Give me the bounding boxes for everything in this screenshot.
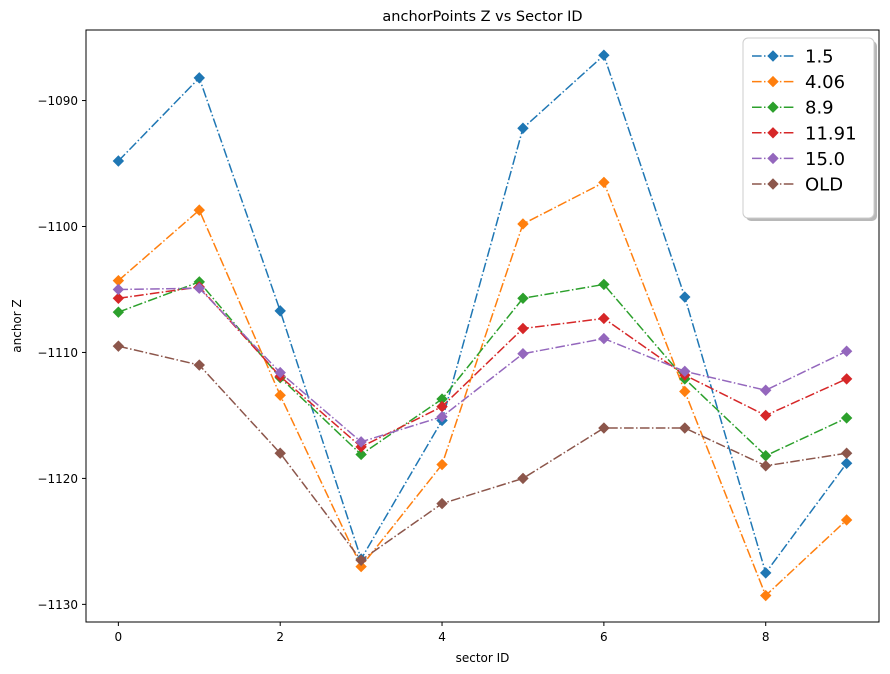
legend-swatch-marker xyxy=(767,152,779,165)
data-point xyxy=(112,340,125,352)
legend-swatch-marker xyxy=(767,50,779,62)
legend-label: 4.06 xyxy=(805,72,845,93)
data-point xyxy=(840,447,853,459)
legend-swatch-marker xyxy=(767,178,779,190)
legend-item: 4.06 xyxy=(752,72,845,93)
data-point xyxy=(193,72,205,84)
chart-title: anchorPoints Z vs Sector ID xyxy=(382,9,582,25)
legend-label: 11.91 xyxy=(805,123,857,144)
series-4.06 xyxy=(112,176,853,602)
series-line xyxy=(118,286,847,448)
legend-swatch-marker xyxy=(767,75,779,88)
data-point xyxy=(517,348,529,360)
x-tick-label: 6 xyxy=(600,630,608,644)
x-axis-label: sector ID xyxy=(456,651,510,665)
y-axis: −1090 −1100 −1110 −1120 −1130 xyxy=(37,94,86,612)
data-point xyxy=(274,389,286,401)
data-point xyxy=(436,497,448,510)
data-point xyxy=(436,410,448,423)
legend-swatch-marker xyxy=(767,101,779,113)
series-line xyxy=(118,281,847,457)
data-point xyxy=(598,422,610,434)
y-axis-label: anchor Z xyxy=(10,299,24,352)
legend-label: 8.9 xyxy=(805,98,834,119)
data-point xyxy=(193,359,205,371)
y-tick-label: −1100 xyxy=(37,220,78,234)
data-point xyxy=(760,384,772,396)
legend: 1.5 4.06 8.9 11.91 15.0 OLD xyxy=(742,37,877,221)
legend-label: OLD xyxy=(805,175,843,196)
y-tick-label: −1130 xyxy=(37,598,78,612)
data-point xyxy=(598,176,610,189)
data-point xyxy=(517,322,529,335)
data-point xyxy=(760,567,772,579)
data-point xyxy=(840,457,853,470)
x-axis: 0 2 4 6 8 xyxy=(115,622,770,644)
data-point xyxy=(679,422,691,434)
data-point xyxy=(760,409,772,422)
data-point xyxy=(112,155,125,167)
data-point xyxy=(112,283,125,296)
legend-item: OLD xyxy=(752,175,843,196)
data-point xyxy=(274,447,286,459)
legend-label: 1.5 xyxy=(805,47,834,68)
plot-frame xyxy=(85,29,880,623)
x-tick-label: 4 xyxy=(438,630,446,644)
legend-item: 15.0 xyxy=(752,149,845,170)
data-point xyxy=(355,554,367,566)
data-point xyxy=(598,278,610,291)
legend-label: 15.0 xyxy=(805,149,845,170)
legend-item: 1.5 xyxy=(752,47,834,68)
x-tick-label: 8 xyxy=(762,630,770,644)
data-point xyxy=(840,514,853,526)
plot-area xyxy=(85,29,880,623)
data-point xyxy=(840,373,853,385)
data-point xyxy=(193,282,205,294)
series-15.0 xyxy=(112,282,853,448)
data-point xyxy=(598,312,610,325)
data-point xyxy=(517,292,529,304)
y-tick-label: −1120 xyxy=(37,472,78,486)
data-point xyxy=(840,412,853,424)
series-line xyxy=(118,345,847,562)
series-line xyxy=(117,53,848,575)
data-point xyxy=(840,345,853,357)
data-point xyxy=(517,472,529,485)
y-tick-label: −1110 xyxy=(37,346,78,360)
series-line xyxy=(117,181,848,597)
data-point xyxy=(274,305,286,317)
data-point xyxy=(436,458,448,471)
y-tick-label: −1090 xyxy=(37,94,78,108)
data-point xyxy=(355,560,367,573)
x-tick-label: 0 xyxy=(115,630,123,644)
series-layer xyxy=(112,49,853,602)
data-point xyxy=(517,218,529,230)
data-point xyxy=(679,291,691,303)
series-line xyxy=(118,287,847,443)
data-point xyxy=(355,448,367,461)
data-point xyxy=(517,122,529,134)
data-point xyxy=(598,332,610,345)
series-OLD xyxy=(112,340,853,566)
data-point xyxy=(112,292,125,304)
data-point xyxy=(355,436,367,448)
legend-item: 11.91 xyxy=(752,123,857,144)
data-point xyxy=(274,366,286,379)
data-point xyxy=(760,460,772,472)
data-point xyxy=(112,306,125,318)
data-point xyxy=(598,49,610,61)
legend-swatch-marker xyxy=(767,127,779,139)
legend-item: 8.9 xyxy=(752,98,834,119)
data-point xyxy=(760,589,772,602)
data-point xyxy=(679,385,691,398)
data-point xyxy=(679,365,691,378)
x-tick-label: 2 xyxy=(276,630,284,644)
data-point xyxy=(193,204,205,216)
